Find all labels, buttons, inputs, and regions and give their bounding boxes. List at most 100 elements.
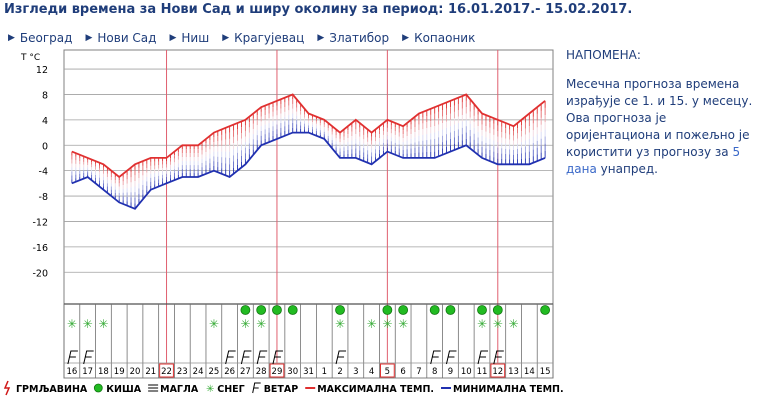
rain-icon — [477, 305, 487, 315]
rain-icon — [335, 305, 345, 315]
snow-icon: ✳ — [493, 317, 503, 331]
legend-label: ГРМЉАВИНА — [16, 384, 88, 395]
day-label: 22 — [161, 367, 172, 377]
city-nav: ▶ Београд ▶ Нови Сад ▶ Ниш ▶ Крагујевац ▶ Зла… — [8, 29, 488, 47]
nav-item-novi-sad[interactable]: ▶ Нови Сад — [85, 29, 156, 47]
wind-icon — [256, 350, 268, 365]
day-label: 23 — [177, 367, 188, 377]
rain-icon — [445, 305, 456, 315]
nav-item-kopaonik[interactable]: ▶ Копаоник — [402, 29, 475, 47]
day-label: 1 — [322, 367, 327, 377]
nav-item-zlatibor[interactable]: ▶ Златибор — [317, 29, 389, 47]
nav-item-kragujevac[interactable]: ▶ Крагујевац — [222, 29, 304, 47]
nav-label[interactable]: Нови Сад — [97, 31, 157, 45]
day-label: 8 — [432, 367, 437, 377]
day-label: 28 — [256, 367, 267, 377]
rain-icon — [398, 305, 409, 315]
note-heading: НАПОМЕНА: — [566, 48, 641, 62]
day-label: 30 — [287, 367, 298, 377]
nav-label[interactable]: Златибор — [329, 31, 390, 45]
rain-icon — [492, 305, 503, 315]
day-label: 16 — [66, 367, 77, 377]
day-label: 25 — [208, 367, 219, 377]
highlighted-day-box — [490, 363, 506, 378]
arrow-right-icon: ▶ — [85, 33, 93, 43]
note-panel: НАПОМЕНА: Месечна прогноза времена израђ… — [566, 47, 756, 178]
highlighted-day-box — [379, 363, 395, 378]
day-label: 7 — [416, 367, 421, 377]
wind-icon — [83, 350, 94, 365]
y-tick-label: -4 — [39, 167, 48, 178]
snow-icon: ✳ — [367, 317, 377, 331]
five-day-link-word[interactable]: дана — [566, 162, 597, 176]
nav-label[interactable]: Крагујевац — [234, 31, 305, 45]
day-label: 2 — [337, 367, 342, 377]
plot-area — [63, 49, 554, 379]
day-label: 6 — [400, 367, 405, 377]
snow-icon: ✳ — [209, 317, 219, 331]
snow-icon: ✳ — [509, 317, 519, 331]
y-tick-label: 4 — [42, 116, 48, 127]
y-tick-label: 0 — [42, 141, 48, 152]
day-label: 14 — [524, 367, 535, 377]
day-label: 29 — [272, 367, 283, 377]
snow-icon: ✳ — [240, 317, 250, 331]
day-label: 26 — [224, 367, 235, 377]
rain-icon — [256, 305, 267, 315]
y-tick-label: -16 — [32, 243, 48, 254]
y-tick-label: 8 — [42, 90, 48, 101]
storm-icon — [3, 380, 11, 396]
day-label: 10 — [461, 367, 472, 377]
snow-icon: ✳ — [335, 317, 345, 331]
arrow-right-icon: ▶ — [402, 33, 410, 43]
nav-label[interactable]: Београд — [19, 31, 73, 45]
nav-label[interactable]: Ниш — [181, 31, 210, 45]
legend-label: МИНИМАЛНА ТЕМП. — [453, 384, 564, 395]
nav-item-nis[interactable]: ▶ Ниш — [169, 29, 209, 47]
legend-label: МАГЛА — [160, 384, 199, 395]
page-title: Изгледи времена за Нови Сад и ширу околи… — [4, 2, 633, 17]
snow-icon: ✳ — [83, 317, 93, 331]
day-label: 20 — [130, 367, 141, 377]
legend-label: СНЕГ — [217, 384, 244, 395]
day-label: 31 — [303, 367, 314, 377]
arrow-right-icon: ▶ — [8, 33, 15, 43]
day-label: 19 — [114, 367, 125, 377]
snow-icon: ✳ — [398, 317, 408, 331]
y-tick-label: 12 — [36, 65, 48, 76]
day-label: 21 — [145, 367, 156, 377]
rain-icon — [429, 305, 440, 315]
wind-icon — [493, 350, 504, 365]
day-label: 5 — [385, 367, 390, 377]
highlighted-day-box — [159, 363, 174, 378]
legend-label: МАКСИМАЛНА ТЕМП. — [317, 384, 434, 395]
note-text: Месечна прогноза времена израђује се 1. … — [566, 76, 756, 178]
note-text-start: Месечна прогноза времена израђује се 1. … — [566, 77, 753, 159]
wind-icon — [272, 350, 283, 365]
arrow-right-icon: ▶ — [222, 33, 230, 43]
wind-icon — [430, 350, 441, 365]
day-label: 17 — [82, 367, 93, 377]
day-label: 3 — [353, 367, 358, 377]
min-temp-line — [71, 131, 546, 210]
legend-label: КИША — [106, 384, 141, 395]
day-label: 18 — [98, 367, 109, 377]
rain-icon — [272, 305, 282, 315]
day-label: 4 — [369, 367, 374, 377]
snow-icon: ✳ — [382, 317, 392, 331]
nav-item-belgrade[interactable]: ▶ Београд — [8, 29, 72, 47]
wind-icon — [477, 350, 489, 365]
day-label: 13 — [508, 367, 519, 377]
nav-label[interactable]: Копаоник — [414, 31, 476, 45]
rain-icon — [287, 305, 298, 315]
y-axis-label: T °C — [20, 53, 40, 63]
wind-icon — [335, 350, 347, 365]
snow-icon: ✳ — [98, 317, 108, 331]
rain-icon — [540, 305, 551, 315]
day-label: 9 — [448, 367, 453, 377]
five-day-link-number[interactable]: 5 — [732, 145, 741, 159]
wind-icon — [252, 382, 261, 394]
wind-icon — [445, 350, 457, 365]
day-label: 15 — [540, 367, 551, 377]
